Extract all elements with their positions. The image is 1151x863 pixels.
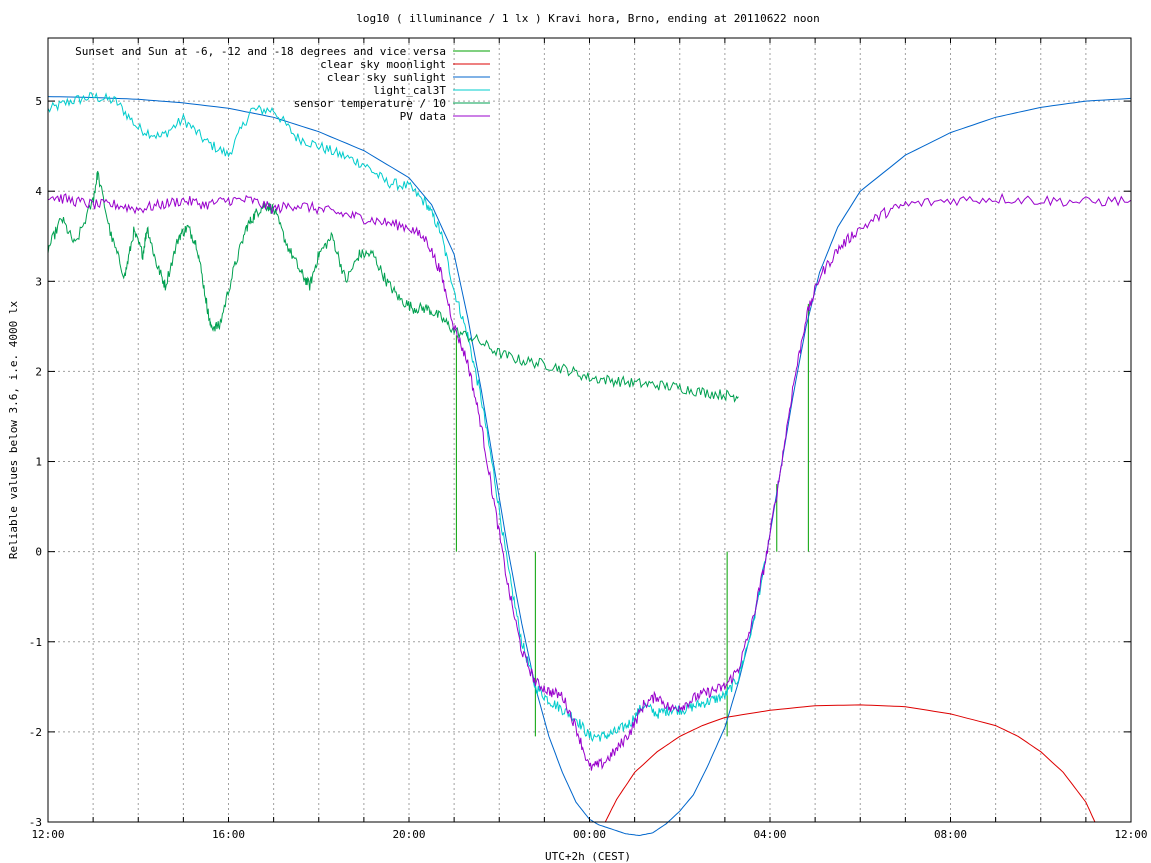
legend-label: PV data [400, 110, 446, 123]
series-5 [47, 192, 1132, 771]
y-tick-label: 1 [35, 456, 42, 469]
x-tick-label: 08:00 [934, 828, 967, 841]
grid [48, 38, 1131, 822]
y-tick-label: 4 [35, 185, 42, 198]
y-tick-label: 2 [35, 365, 42, 378]
x-tick-label: 16:00 [212, 828, 245, 841]
x-tick-label: 04:00 [753, 828, 786, 841]
y-tick-label: -1 [29, 636, 42, 649]
legend-label: light_cal3T [373, 84, 446, 97]
series-layer [47, 92, 1132, 837]
y-axis-label: Reliable values below 3.6, i.e. 4000 lx [7, 300, 20, 559]
series-line [47, 92, 766, 743]
legend-label: clear sky sunlight [327, 71, 446, 84]
series-4 [47, 170, 739, 403]
legend: Sunset and Sun at -6, -12 and -18 degree… [75, 45, 490, 123]
series-0 [455, 303, 809, 737]
series-line [604, 704, 1096, 823]
y-tick-label: -3 [29, 816, 42, 829]
x-tick-label: 20:00 [392, 828, 425, 841]
series-line [47, 96, 1132, 837]
series-3 [47, 92, 766, 743]
x-axis-label: UTC+2h (CEST) [545, 850, 631, 863]
x-tick-label: 12:00 [1114, 828, 1147, 841]
series-line [47, 192, 1132, 771]
legend-label: sensor temperature / 10 [294, 97, 446, 110]
series-line [47, 170, 739, 403]
legend-label: Sunset and Sun at -6, -12 and -18 degree… [75, 45, 446, 58]
y-tick-label: -2 [29, 726, 42, 739]
series-2 [47, 96, 1132, 837]
y-tick-label: 5 [35, 95, 42, 108]
y-tick-label: 0 [35, 546, 42, 559]
y-tick-label: 3 [35, 275, 42, 288]
legend-label: clear sky moonlight [320, 58, 446, 71]
axis-ticks: -3 -2 -1 0 1 2 3 4 5 12:00 16:00 20:00 00:00 04:00 08:… [29, 38, 1148, 841]
x-tick-label: 00:00 [573, 828, 606, 841]
x-tick-label: 12:00 [31, 828, 64, 841]
chart-title: log10 ( illuminance / 1 lx ) Kravi hora,… [356, 12, 820, 25]
series-1 [604, 704, 1096, 823]
